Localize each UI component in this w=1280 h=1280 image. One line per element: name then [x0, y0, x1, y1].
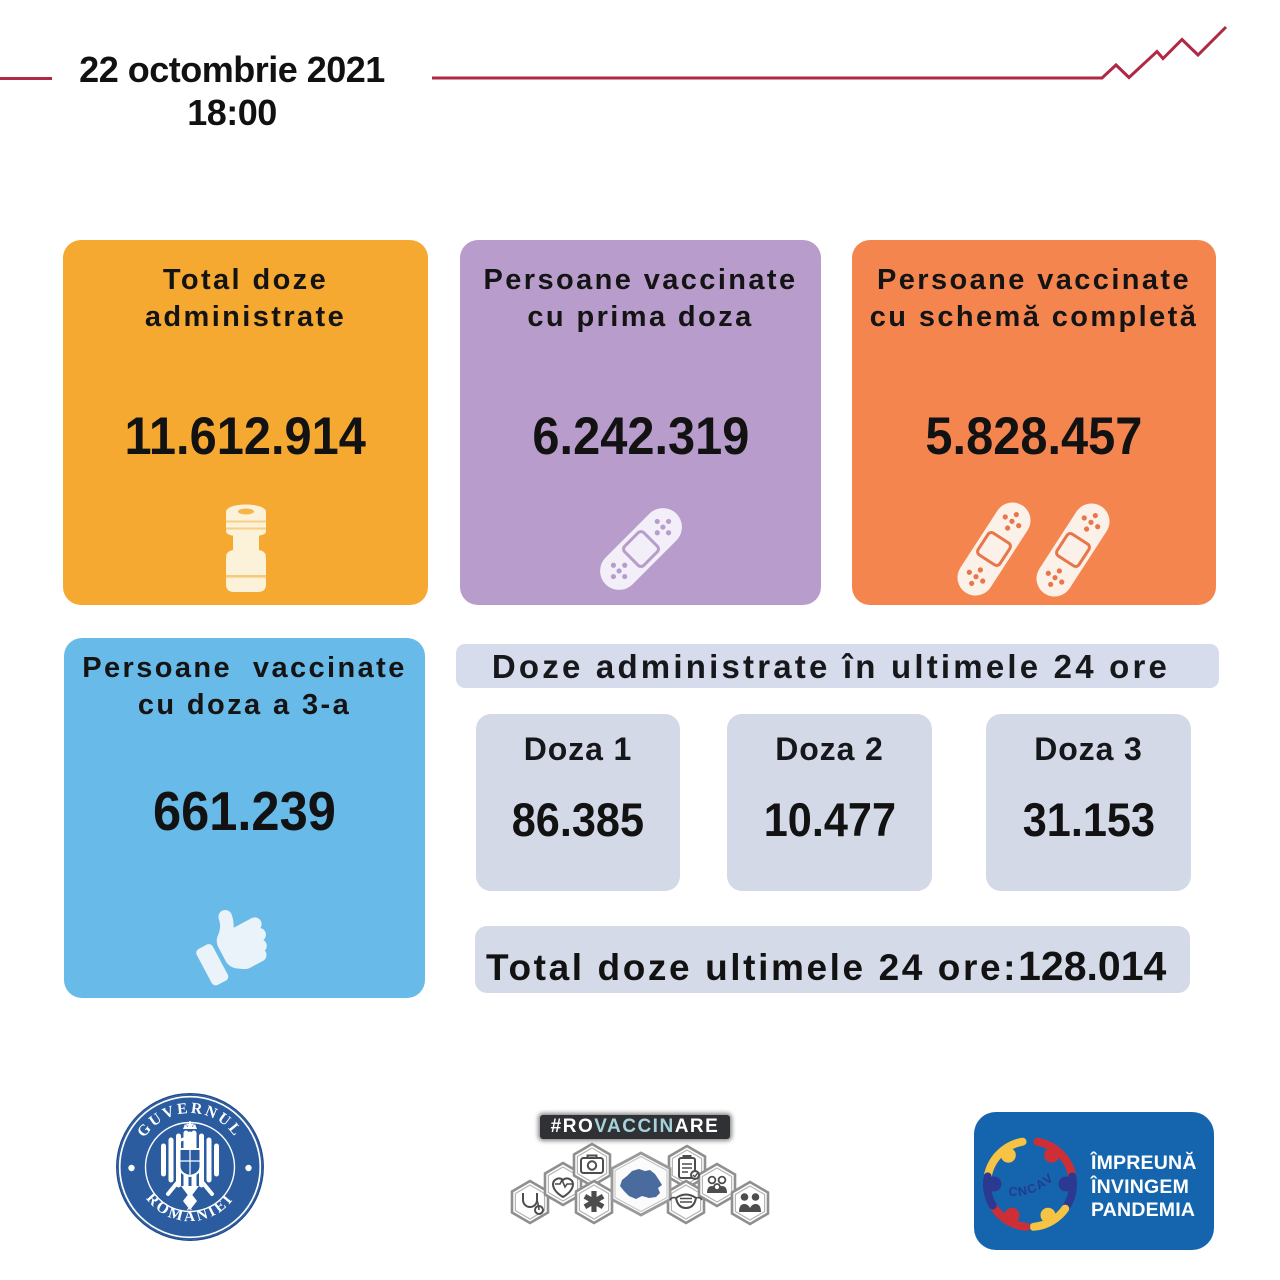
svg-text:CNCAV: CNCAV: [1008, 1170, 1057, 1199]
